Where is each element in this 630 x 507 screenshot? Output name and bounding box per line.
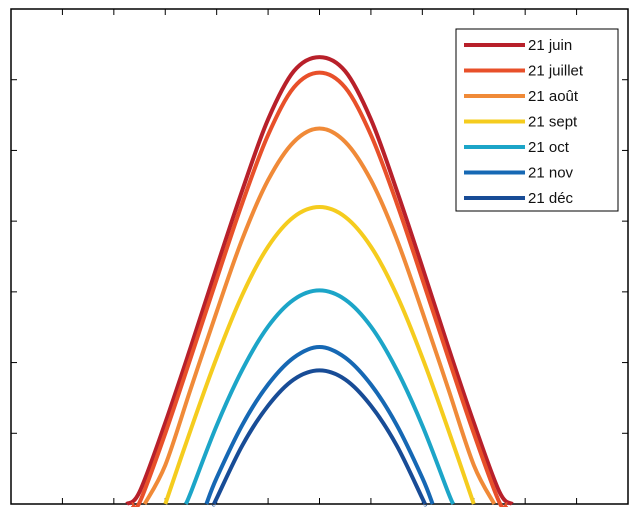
series-line-2 [142,126,497,505]
legend-label-3: 21 sept [528,114,578,131]
legend-label-1: 21 juillet [528,63,584,80]
legend: 21 juin 21 juillet 21 août 21 sept 21 oct 21 … [455,28,619,212]
series-line-6 [211,368,428,507]
legend-label-0: 21 juin [528,37,572,54]
legend-items: 21 juin 21 juillet 21 août 21 sept 21 oct 21 … [464,37,584,207]
series-lines [125,55,514,507]
series-line-4 [183,288,456,505]
series-line-3 [163,205,476,505]
legend-label-6: 21 déc [528,190,574,207]
axis-ticks [11,9,628,504]
series-line-5 [204,345,435,505]
legend-label-2: 21 août [528,88,579,105]
series-line-1 [129,70,510,507]
series-line-0 [125,55,514,506]
legend-label-5: 21 nov [528,165,574,182]
legend-label-4: 21 oct [528,139,570,156]
